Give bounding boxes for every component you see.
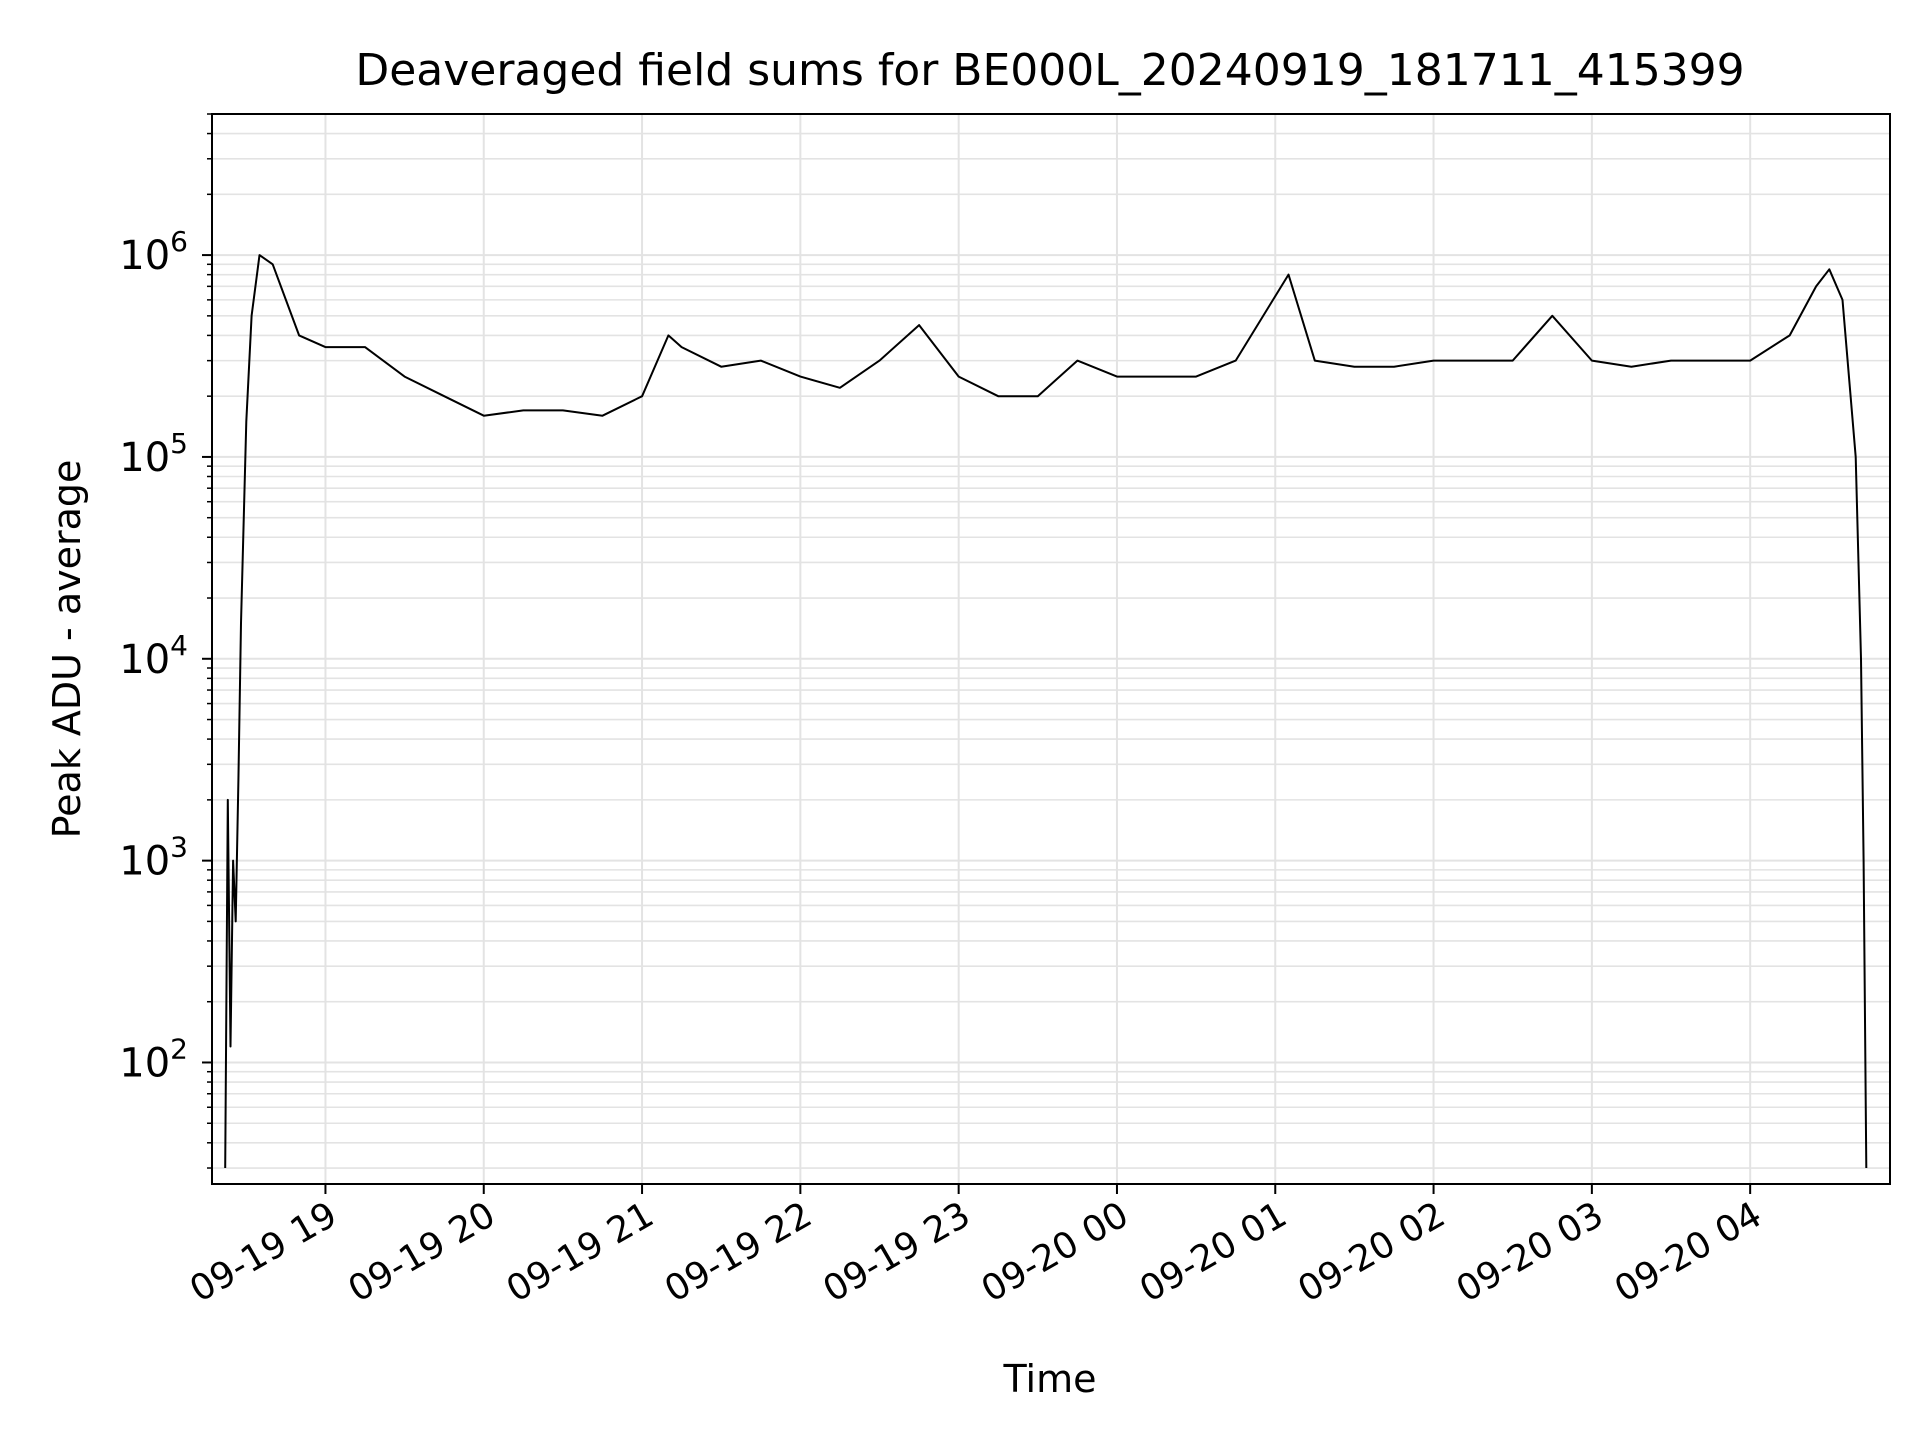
chart-title: Deaveraged field sums for BE000L_2024091…: [355, 45, 1744, 96]
minor-gridlines: [212, 113, 1890, 1169]
y-axis-ticks: 102 103 104 105 106: [119, 113, 212, 1169]
x-axis-label: Time: [1003, 1357, 1097, 1401]
y-tick-label: 106: [119, 225, 188, 279]
y-axis-label: Peak ADU - average: [45, 460, 89, 839]
axes-frame: [211, 113, 1891, 1185]
plot-area: [224, 254, 1868, 1169]
series-line: [224, 254, 1868, 1169]
major-gridlines: [212, 114, 1890, 1184]
y-tick-label: 105: [119, 427, 188, 481]
y-tick-label: 103: [119, 831, 188, 885]
y-tick-label: 104: [119, 629, 188, 683]
y-tick-label: 102: [119, 1032, 188, 1086]
